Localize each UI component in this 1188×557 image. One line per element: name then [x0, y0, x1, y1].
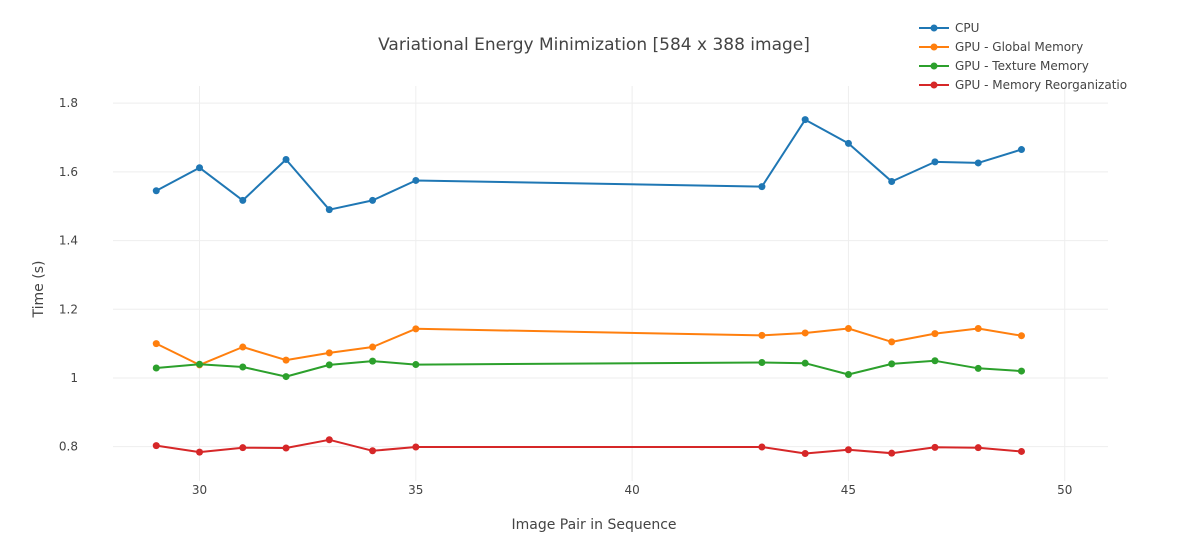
chart-title: Variational Energy Minimization [584 x 3… — [378, 35, 810, 55]
data-point[interactable] — [758, 331, 766, 339]
y-tick-label: 1.8 — [59, 96, 78, 110]
data-point[interactable] — [282, 156, 290, 164]
series-line — [155, 327, 1022, 366]
data-point[interactable] — [844, 324, 852, 332]
legend-label: GPU - Texture Memory — [955, 59, 1089, 73]
legend-item[interactable]: GPU - Texture Memory — [919, 59, 1089, 73]
x-tick-label: 40 — [624, 483, 639, 497]
y-tick-label: 0.8 — [59, 440, 78, 454]
data-point[interactable] — [931, 357, 939, 365]
data-point[interactable] — [801, 450, 809, 458]
y-tick-label: 1 — [70, 371, 78, 385]
data-point[interactable] — [325, 206, 333, 214]
data-point[interactable] — [282, 373, 290, 381]
data-point[interactable] — [844, 446, 852, 454]
data-point[interactable] — [239, 444, 247, 452]
gridlines — [113, 86, 1108, 481]
data-point[interactable] — [844, 139, 852, 147]
data-point[interactable] — [1017, 332, 1025, 340]
x-tick-label: 30 — [192, 483, 207, 497]
y-tick-label: 1.4 — [59, 234, 78, 248]
data-point[interactable] — [369, 196, 377, 204]
y-axis-title: Time (s) — [31, 261, 47, 319]
x-tick-label: 50 — [1057, 483, 1072, 497]
legend-item[interactable]: GPU - Memory Reorganizatio — [919, 78, 1127, 92]
data-point[interactable] — [758, 359, 766, 366]
data-point[interactable] — [1017, 367, 1025, 375]
data-point[interactable] — [974, 364, 982, 372]
legend-label: CPU — [955, 21, 979, 35]
x-tick-label: 45 — [841, 483, 856, 497]
data-point[interactable] — [974, 159, 982, 167]
y-tick-label: 1.2 — [59, 302, 78, 316]
x-axis-title: Image Pair in Sequence — [511, 517, 676, 533]
data-point[interactable] — [412, 443, 420, 451]
data-point[interactable] — [931, 158, 939, 166]
data-point[interactable] — [152, 187, 160, 195]
data-point[interactable] — [239, 363, 247, 371]
data-point[interactable] — [974, 324, 982, 332]
data-point[interactable] — [974, 444, 982, 452]
data-point[interactable] — [152, 442, 160, 450]
data-point[interactable] — [844, 371, 852, 379]
series-2 — [152, 357, 1025, 381]
data-point[interactable] — [1017, 447, 1025, 455]
data-point[interactable] — [325, 349, 333, 357]
legend-swatch-marker — [930, 81, 938, 89]
data-point[interactable] — [758, 443, 766, 451]
series-line — [155, 118, 1022, 211]
data-point[interactable] — [931, 330, 939, 338]
data-point[interactable] — [801, 329, 809, 337]
legend-item[interactable]: GPU - Global Memory — [919, 40, 1083, 54]
legend-label: GPU - Memory Reorganizatio — [955, 78, 1127, 92]
data-point[interactable] — [196, 164, 204, 172]
data-point[interactable] — [412, 176, 420, 184]
data-point[interactable] — [152, 340, 160, 348]
data-point[interactable] — [888, 360, 896, 368]
data-point[interactable] — [412, 361, 420, 369]
data-point[interactable] — [1017, 146, 1025, 154]
legend-swatch-marker — [930, 24, 938, 32]
data-point[interactable] — [239, 196, 247, 204]
data-point[interactable] — [369, 357, 377, 365]
series-group — [152, 116, 1025, 458]
data-point[interactable] — [801, 116, 809, 124]
data-point[interactable] — [412, 325, 420, 333]
data-point[interactable] — [801, 359, 809, 367]
data-point[interactable] — [758, 183, 766, 191]
data-point[interactable] — [888, 338, 896, 346]
series-line — [156, 438, 1022, 455]
tick-labels: 30 35 40 45 50 0.8 1 1.2 1.4 1.6 1.8 — [59, 96, 1072, 497]
data-point[interactable] — [325, 436, 333, 444]
data-point[interactable] — [239, 343, 247, 351]
series-0 — [152, 116, 1025, 214]
data-point[interactable] — [931, 443, 939, 451]
x-tick-label: 35 — [408, 483, 423, 497]
data-point[interactable] — [196, 448, 204, 456]
legend-item[interactable]: CPU — [919, 21, 979, 35]
legend: CPU GPU - Global Memory GPU - Texture Memo… — [919, 21, 1127, 92]
data-point[interactable] — [325, 361, 333, 369]
data-point[interactable] — [888, 177, 896, 185]
data-point[interactable] — [369, 447, 377, 455]
data-point[interactable] — [282, 356, 290, 364]
series-3 — [152, 436, 1025, 458]
y-tick-label: 1.6 — [59, 165, 78, 179]
legend-label: GPU - Global Memory — [955, 40, 1083, 54]
series-line — [156, 359, 1022, 378]
data-point[interactable] — [282, 444, 290, 452]
data-point[interactable] — [888, 449, 896, 457]
data-point[interactable] — [369, 343, 377, 351]
data-point[interactable] — [196, 360, 204, 368]
legend-swatch-marker — [930, 62, 938, 70]
legend-swatch-marker — [930, 43, 938, 51]
data-point[interactable] — [152, 364, 160, 372]
